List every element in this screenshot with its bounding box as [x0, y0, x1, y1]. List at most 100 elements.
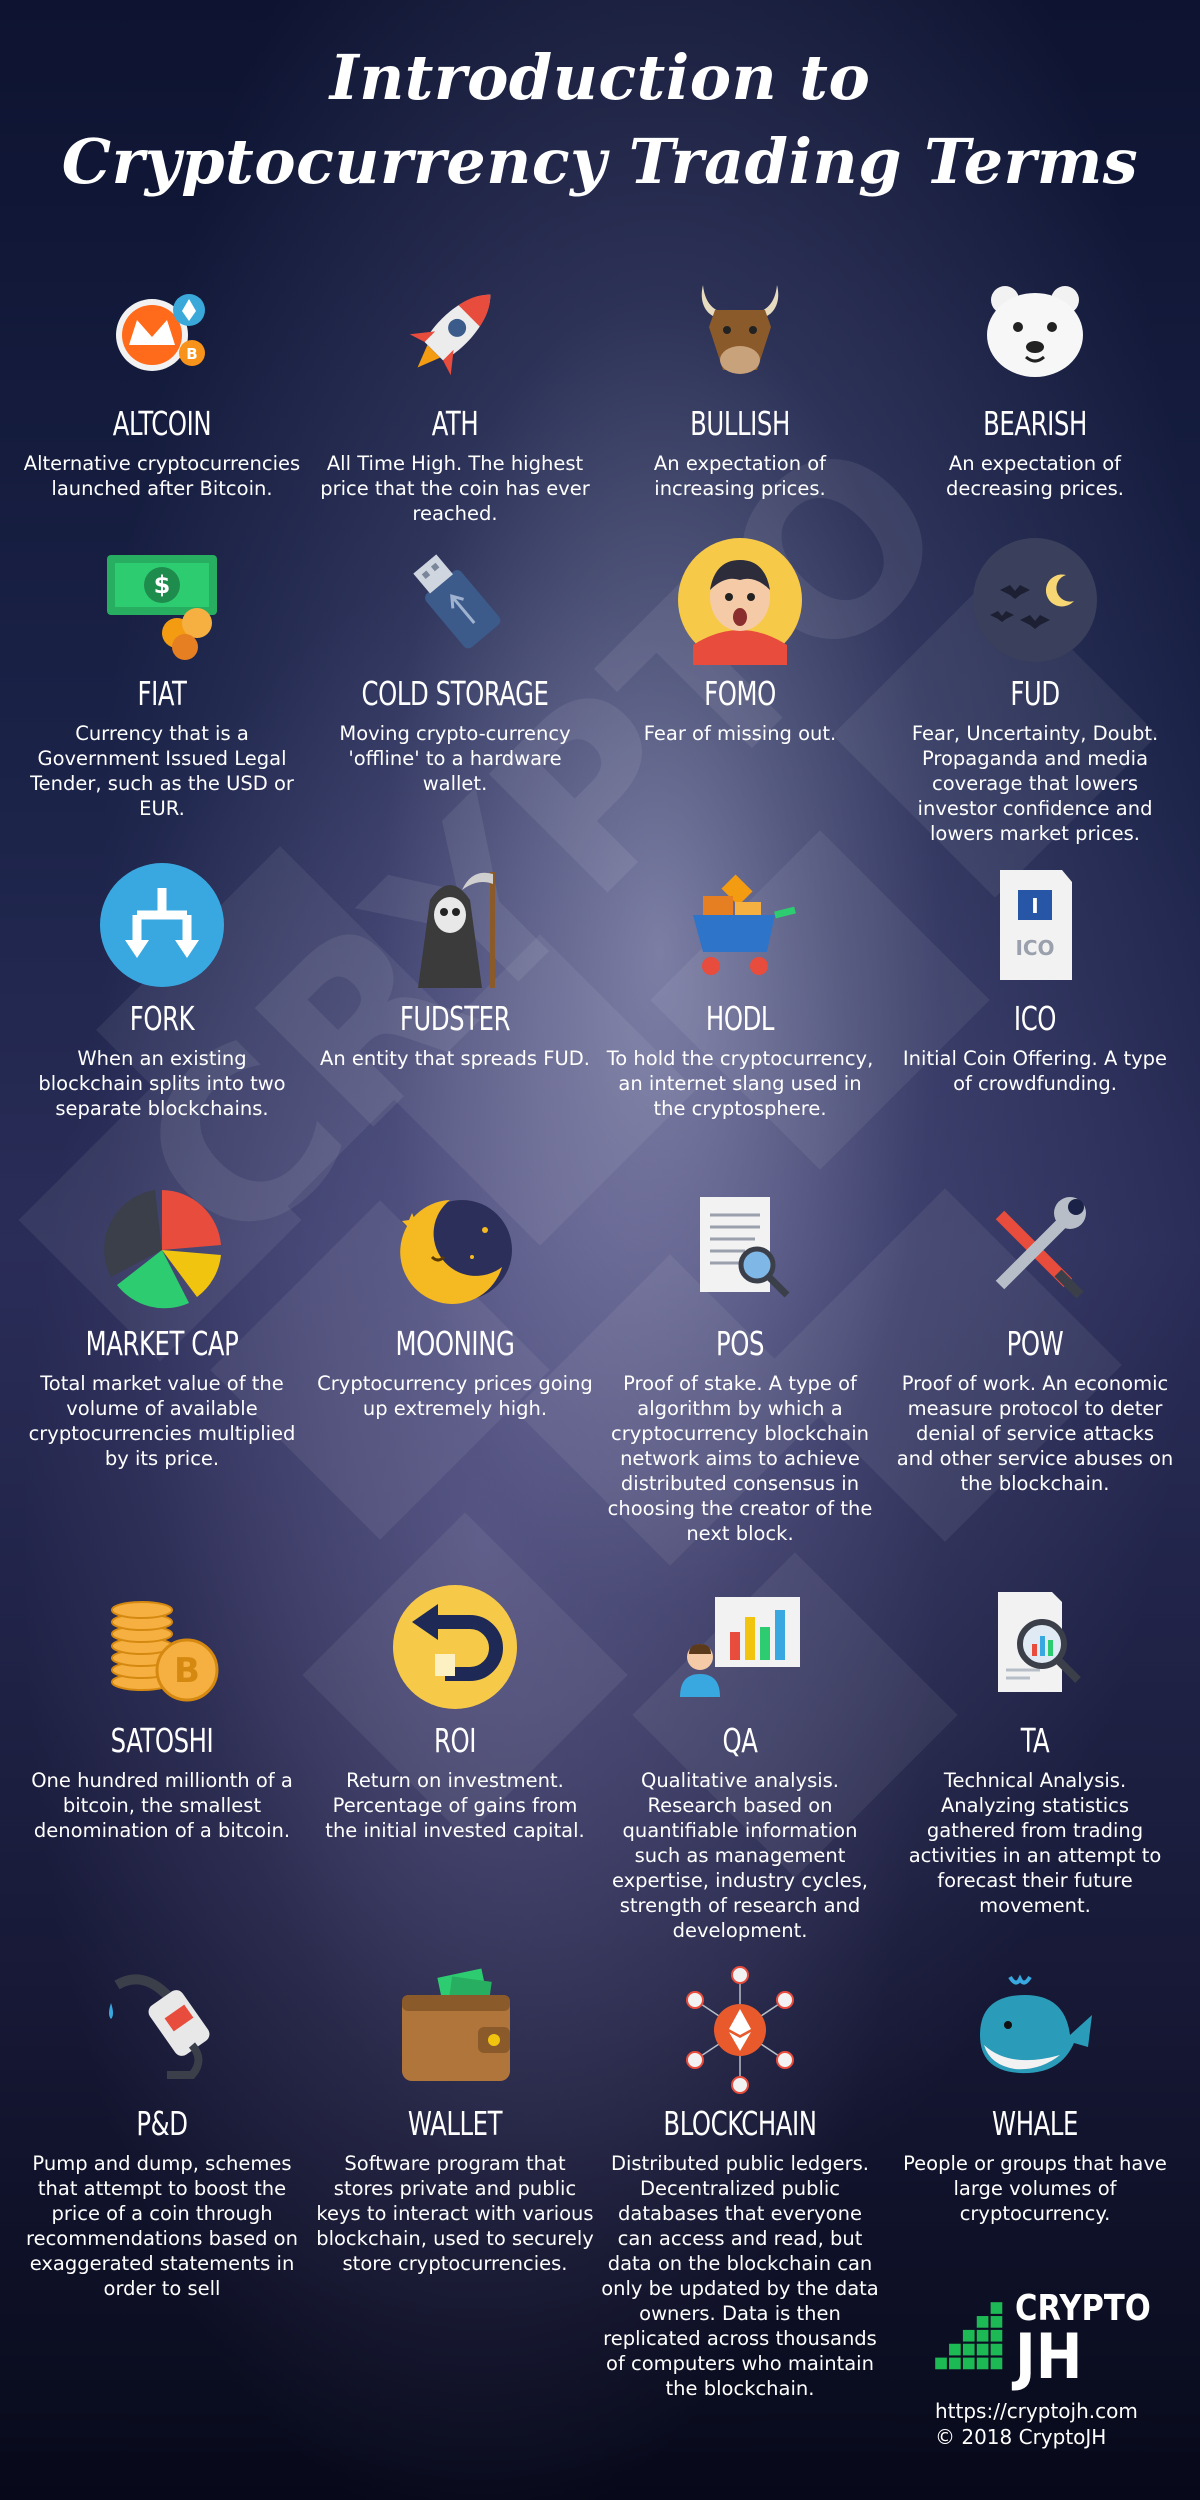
wrench-screwdriver-icon [995, 1197, 1086, 1299]
ico-document-icon: I ICO [1000, 870, 1072, 980]
term-description: Qualitative analysis. Research based on … [611, 1769, 869, 1942]
term-description: Moving crypto-currency 'offline' to a ha… [339, 722, 571, 795]
term-card-ta: TA Technical Analysis. Analyzing statist… [890, 1582, 1180, 1918]
scared-face-icon [678, 538, 802, 665]
presenter-chart-icon [680, 1597, 800, 1697]
brand-line-2: JH [1015, 2320, 1083, 2393]
svg-text:$: $ [154, 571, 171, 599]
term-card-fork: FORK When an existing blockchain splits … [17, 860, 307, 1121]
page-title: Introduction to Cryptocurrency Trading T… [0, 36, 1200, 204]
term-card-altcoin: B ALTCOIN Alternative cryptocurrencies l… [17, 265, 307, 501]
term-description: Currency that is a Government Issued Leg… [30, 722, 294, 820]
altcoin-coins-icon: B [116, 294, 205, 371]
brand-url: https://cryptojh.com [935, 2399, 1138, 2423]
term-title: ALTCOIN [112, 404, 212, 443]
shopping-cart-icon [693, 874, 796, 975]
term-description: Proof of work. An economic measure proto… [896, 1372, 1174, 1495]
term-title: FOMO [704, 674, 776, 713]
term-card-mooning: MOONING Cryptocurrency prices going up e… [310, 1185, 600, 1421]
pie-chart-icon [104, 1190, 221, 1309]
brand-block: CRYPTO JH https://cryptojh.com © 2018 Cr… [925, 2285, 1175, 2450]
term-title: COLD STORAGE [361, 674, 549, 713]
term-title: MOONING [395, 1324, 515, 1363]
term-title: POS [715, 1324, 765, 1363]
term-description: Distributed public ledgers. Decentralize… [601, 2152, 879, 2400]
bear-icon [987, 286, 1083, 377]
term-title: FORK [129, 999, 195, 1038]
term-card-whale: WHALE People or groups that have large v… [890, 1965, 1180, 2226]
term-card-pow: POW Proof of work. An economic measure p… [890, 1185, 1180, 1496]
term-title: BULLISH [690, 404, 790, 443]
term-description: Software program that stores private and… [316, 2152, 594, 2275]
svg-text:I: I [1031, 894, 1038, 918]
return-arrow-icon [393, 1585, 517, 1709]
grim-reaper-icon [418, 872, 495, 988]
term-card-satoshi: B SATOSHI One hundred millionth of a bit… [17, 1582, 307, 1843]
report-magnifier-icon [998, 1592, 1081, 1692]
whale-icon [980, 1974, 1092, 2074]
term-description: Total market value of the volume of avai… [28, 1372, 296, 1470]
cash-coins-icon: $ [107, 555, 217, 660]
term-card-roi: ROI Return on investment. Percentage of … [310, 1582, 600, 1843]
term-card-fudster: FUDSTER An entity that spreads FUD. [310, 860, 600, 1071]
term-title: HODL [705, 999, 775, 1038]
term-title: ATH [431, 404, 479, 443]
svg-text:B: B [174, 1651, 200, 1691]
term-title: ICO [1013, 999, 1057, 1038]
term-description: People or groups that have large volumes… [903, 2152, 1167, 2225]
term-title: WHALE [992, 2104, 1078, 2143]
term-card-wallet: WALLET Software program that stores priv… [310, 1965, 600, 2276]
term-description: Proof of stake. A type of algorithm by w… [607, 1372, 873, 1545]
term-card-market-cap: MARKET CAP Total market value of the vol… [17, 1185, 307, 1471]
fork-arrows-icon [100, 863, 224, 987]
term-card-pos: POS Proof of stake. A type of algorithm … [595, 1185, 885, 1546]
term-title: POW [1006, 1324, 1064, 1363]
usb-drive-icon [413, 554, 501, 649]
term-title: FUDSTER [399, 999, 511, 1038]
coin-stack-icon: B [111, 1601, 219, 1702]
term-title: FUD [1010, 674, 1060, 713]
term-card-bearish: BEARISH An expectation of decreasing pri… [890, 265, 1180, 501]
term-description: Pump and dump, schemes that attempt to b… [26, 2152, 298, 2300]
term-description: Return on investment. Percentage of gain… [325, 1769, 585, 1842]
term-card-cold-storage: COLD STORAGE Moving crypto-currency 'off… [310, 535, 600, 796]
crescent-moon-icon [400, 1200, 512, 1304]
term-description: All Time High. The highest price that th… [320, 452, 590, 525]
brand-copyright: © 2018 CryptoJH [935, 2425, 1107, 2449]
term-card-bullish: BULLISH An expectation of increasing pri… [595, 265, 885, 501]
wallet-icon [402, 1968, 510, 2081]
term-title: FIAT [137, 674, 187, 713]
term-description: Initial Coin Offering. A type of crowdfu… [902, 1047, 1168, 1095]
term-description: An expectation of increasing prices. [653, 452, 827, 500]
term-description: One hundred millionth of a bitcoin, the … [31, 1769, 293, 1842]
title-line-1: Introduction to [329, 41, 871, 114]
term-description: Technical Analysis. Analyzing statistics… [908, 1769, 1162, 1917]
term-title: WALLET [407, 2104, 503, 2143]
term-card-blockchain: BLOCKCHAIN Distributed public ledgers. D… [595, 1965, 885, 2401]
night-moon-bats-icon [973, 538, 1097, 662]
term-card-fomo: FOMO Fear of missing out. [595, 535, 885, 746]
svg-text:ICO: ICO [1015, 936, 1054, 960]
term-title: BEARISH [983, 404, 1087, 443]
term-card-hodl: HODL To hold the cryptocurrency, an inte… [595, 860, 885, 1121]
ethereum-network-icon [686, 1966, 794, 2094]
term-title: SATOSHI [110, 1721, 214, 1760]
term-title: ROI [433, 1721, 477, 1760]
term-card-pd: P&D Pump and dump, schemes that attempt … [17, 1965, 307, 2301]
term-title: QA [722, 1721, 758, 1760]
bull-icon [701, 285, 779, 374]
term-title: BLOCKCHAIN [663, 2104, 817, 2143]
document-magnifier-icon [700, 1197, 790, 1298]
term-title: TA [1020, 1721, 1050, 1760]
term-card-ath: ATH All Time High. The highest price tha… [310, 265, 600, 526]
term-description: Alternative cryptocurrencies launched af… [23, 452, 301, 500]
term-description: To hold the cryptocurrency, an internet … [606, 1047, 874, 1120]
term-description: An entity that spreads FUD. [319, 1047, 590, 1070]
cryptojh-logo: CRYPTO JH [925, 2285, 1175, 2393]
term-card-fiat: $ FIAT Currency that is a Government Iss… [17, 535, 307, 821]
svg-text:B: B [186, 345, 197, 363]
fuel-nozzle-icon [109, 1974, 210, 2079]
term-title: MARKET CAP [85, 1324, 239, 1363]
term-description: When an existing blockchain splits into … [38, 1047, 286, 1120]
